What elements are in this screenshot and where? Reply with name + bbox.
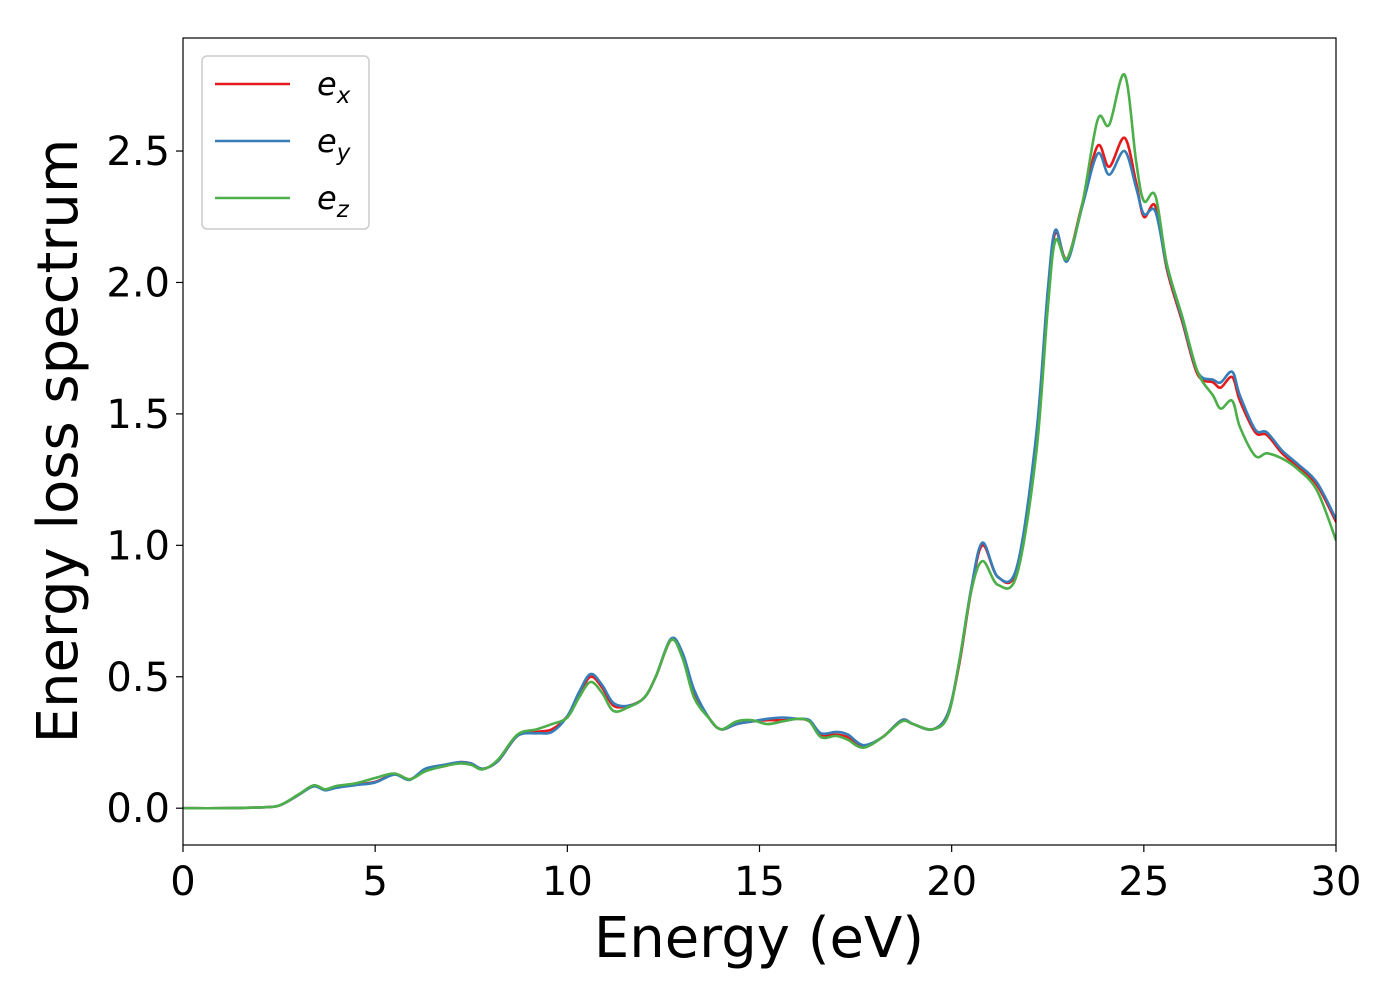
y-tick-label: 0.5 bbox=[106, 655, 170, 701]
y-tick-label: 1.0 bbox=[106, 523, 170, 569]
x-tick-label: 0 bbox=[170, 859, 195, 905]
legend-label-ez: ez bbox=[317, 179, 350, 223]
x-axis: 0 5 10 15 20 25 30 bbox=[170, 845, 1361, 905]
legend-label-ex: ex bbox=[317, 65, 351, 109]
x-tick-label: 15 bbox=[734, 859, 785, 905]
y-axis-title: Energy loss spectrum bbox=[26, 139, 91, 744]
x-axis-title: Energy (eV) bbox=[594, 906, 924, 971]
x-tick-label: 30 bbox=[1311, 859, 1362, 905]
x-tick-label: 10 bbox=[542, 859, 593, 905]
series-line-ez bbox=[183, 73, 1336, 810]
y-tick-label: 1.5 bbox=[106, 392, 170, 438]
y-tick-label: 2.5 bbox=[106, 129, 170, 175]
series-layer bbox=[183, 73, 1336, 810]
y-tick-label: 2.0 bbox=[106, 260, 170, 306]
legend-box bbox=[201, 55, 370, 230]
legend: ex ey ez bbox=[201, 55, 370, 230]
plot-background bbox=[183, 38, 1336, 845]
x-tick-label: 25 bbox=[1118, 859, 1169, 905]
x-tick-label: 20 bbox=[926, 859, 977, 905]
y-axis: 0.0 0.5 1.0 1.5 2.0 2.5 bbox=[106, 129, 183, 832]
legend-label-ey: ey bbox=[317, 122, 351, 166]
x-tick-label: 5 bbox=[362, 859, 387, 905]
y-tick-label: 0.0 bbox=[106, 786, 170, 832]
